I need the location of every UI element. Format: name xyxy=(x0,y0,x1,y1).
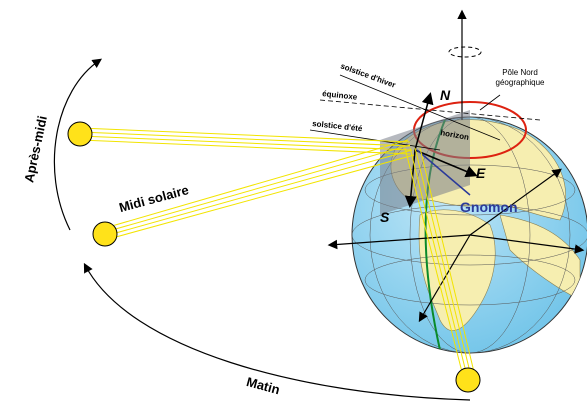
morning-arc xyxy=(83,262,471,401)
pole-label: Pôle Nord xyxy=(502,68,538,77)
winter-label: solstice d'hiver xyxy=(339,61,397,89)
equinox-label: équinoxe xyxy=(322,89,358,102)
morning-label: Matin xyxy=(245,374,282,397)
afternoon-arc xyxy=(53,58,102,231)
east-label: E xyxy=(476,165,486,181)
noon-label: Midi solaire xyxy=(117,182,190,215)
afternoon-label: Après-midi xyxy=(21,114,50,184)
sun-rays xyxy=(79,127,475,373)
south-label: S xyxy=(380,209,390,225)
north-label: N xyxy=(440,87,451,103)
rotation xyxy=(448,46,482,58)
suns xyxy=(67,121,481,393)
axes xyxy=(327,9,585,323)
gnomon-label: Gnomon xyxy=(460,199,518,215)
pole-label: géographique xyxy=(496,78,545,87)
